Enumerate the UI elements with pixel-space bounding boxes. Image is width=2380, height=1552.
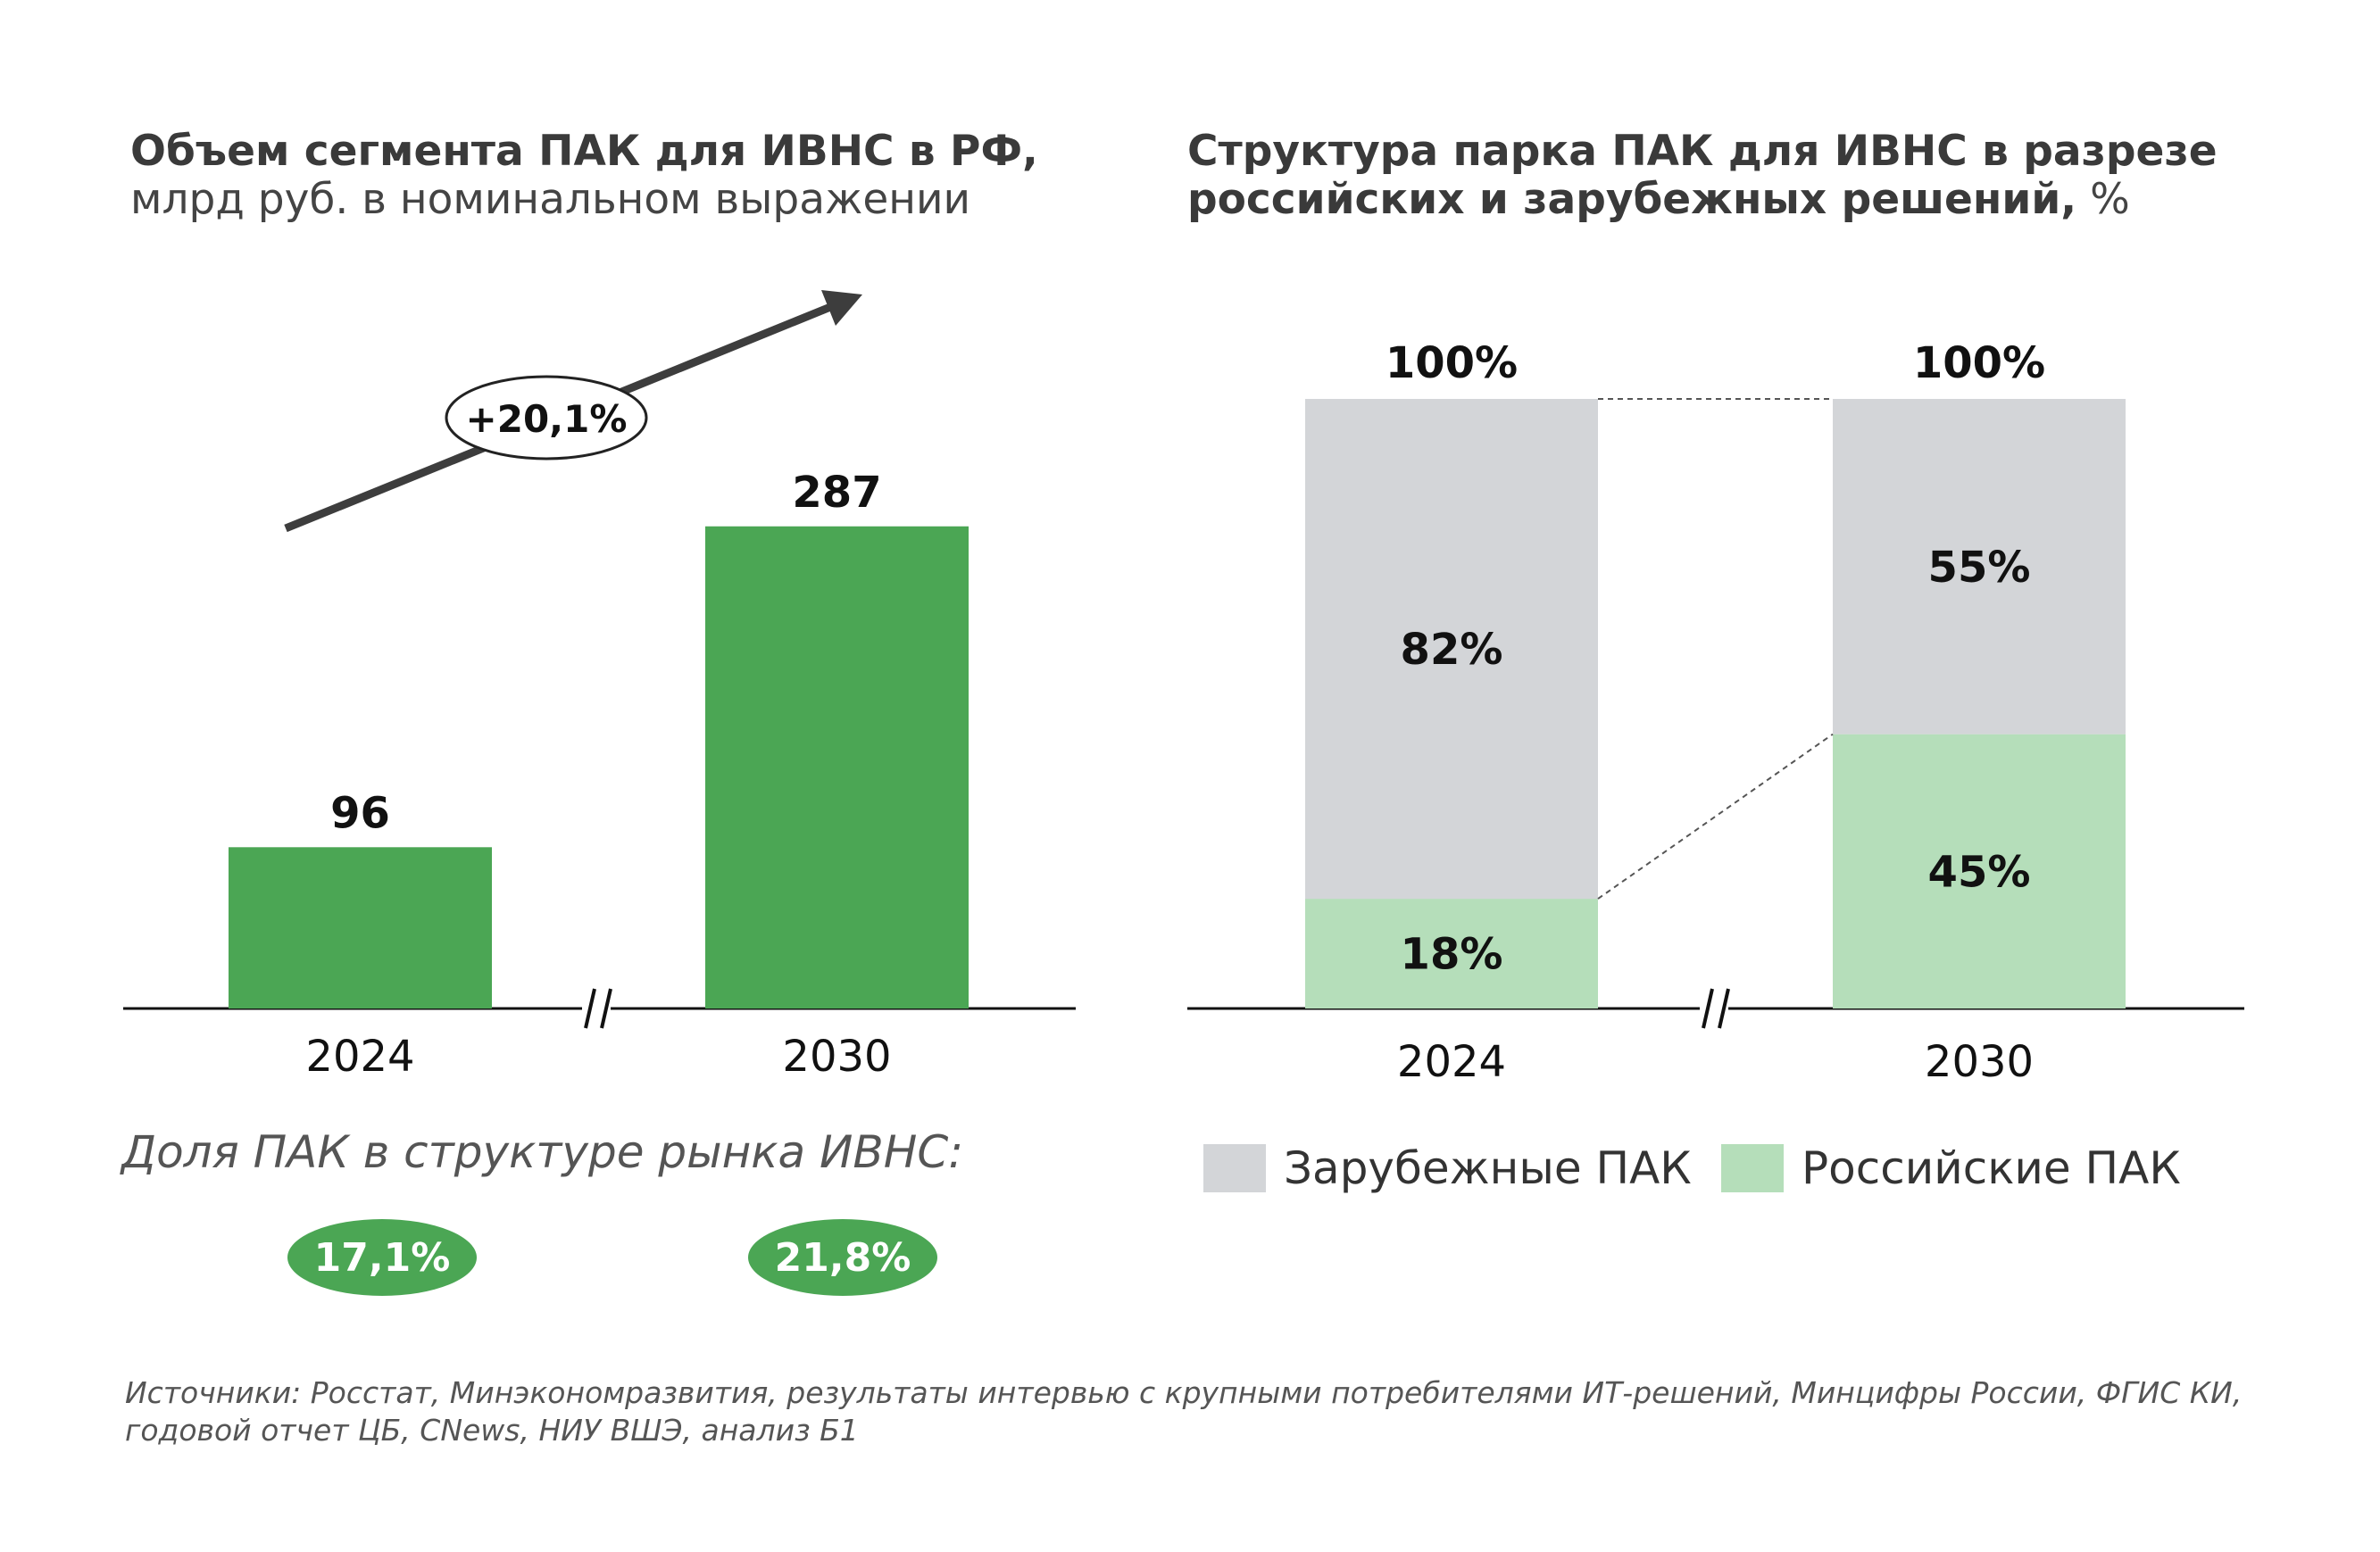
right-x-tick-label-2030: 2030: [1925, 1037, 2034, 1087]
right-axis-break-a: [1702, 988, 1714, 1029]
growth-label: +20,1%: [466, 397, 628, 441]
bar-value-label-2030: 287: [792, 468, 881, 518]
stack-total-label-2030: 100%: [1913, 338, 2045, 388]
stack-russian-label-2024: 18%: [1401, 930, 1503, 980]
stack-russian-2024: [1305, 899, 1598, 1008]
stack-total-label-2024: 100%: [1386, 338, 1518, 388]
share-badge-2030: 21,8%: [748, 1219, 937, 1296]
share-label: Доля ПАК в структуре рынка ИВНС:: [121, 1126, 964, 1178]
x-tick-label-2024: 2024: [305, 1032, 414, 1082]
growth-arrow-head: [821, 290, 862, 326]
left-chart-title-unit: млрд руб. в номинальном выражении: [130, 175, 971, 224]
x-tick-label-2030: 2030: [782, 1032, 891, 1082]
source-note: Источники: Росстат, Минэкономразвития, р…: [125, 1375, 2243, 1448]
left-chart-title-bold: Объем сегмента ПАК для ИВНС в РФ,: [130, 127, 1038, 176]
bar-2024: [229, 847, 492, 1008]
growth-label-ellipse: [445, 375, 648, 461]
bar-value-label-2024: 96: [330, 788, 390, 838]
legend-label-foreign: Зарубежные ПАК: [1284, 1142, 1692, 1194]
right-x-tick-label-2024: 2024: [1397, 1037, 1506, 1087]
stack-foreign-2024: [1305, 399, 1598, 900]
stack-foreign-2030: [1833, 399, 2126, 735]
share-badge-2024: 17,1%: [287, 1219, 477, 1296]
right-axis-break-b: [1718, 988, 1730, 1029]
connector-split: [1597, 733, 1834, 900]
right-chart-title-bold: Структура парка ПАК для ИВНС в разрезе ро…: [1187, 127, 2218, 224]
legend-item-russian: Российские ПАК: [1721, 1142, 2181, 1194]
left-axis-break-a: [584, 988, 596, 1029]
stack-russian-label-2030: 45%: [1928, 847, 2031, 897]
stack-foreign-label-2024: 82%: [1401, 625, 1503, 675]
legend-item-foreign: Зарубежные ПАК: [1203, 1142, 1692, 1194]
left-axis-break-b: [600, 988, 612, 1029]
bar-2030: [705, 526, 969, 1008]
left-chart-title: Объем сегмента ПАК для ИВНС в РФ, млрд р…: [130, 128, 1038, 224]
legend-label-russian: Российские ПАК: [1802, 1142, 2181, 1194]
stack-foreign-label-2030: 55%: [1928, 543, 2031, 593]
stack-russian-2030: [1833, 734, 2126, 1008]
right-chart-title: Структура парка ПАК для ИВНС в разрезе ро…: [1187, 128, 2218, 224]
right-chart-title-unit: %: [2090, 175, 2130, 224]
legend-swatch-foreign: [1203, 1144, 1266, 1192]
legend-swatch-russian: [1721, 1144, 1784, 1192]
